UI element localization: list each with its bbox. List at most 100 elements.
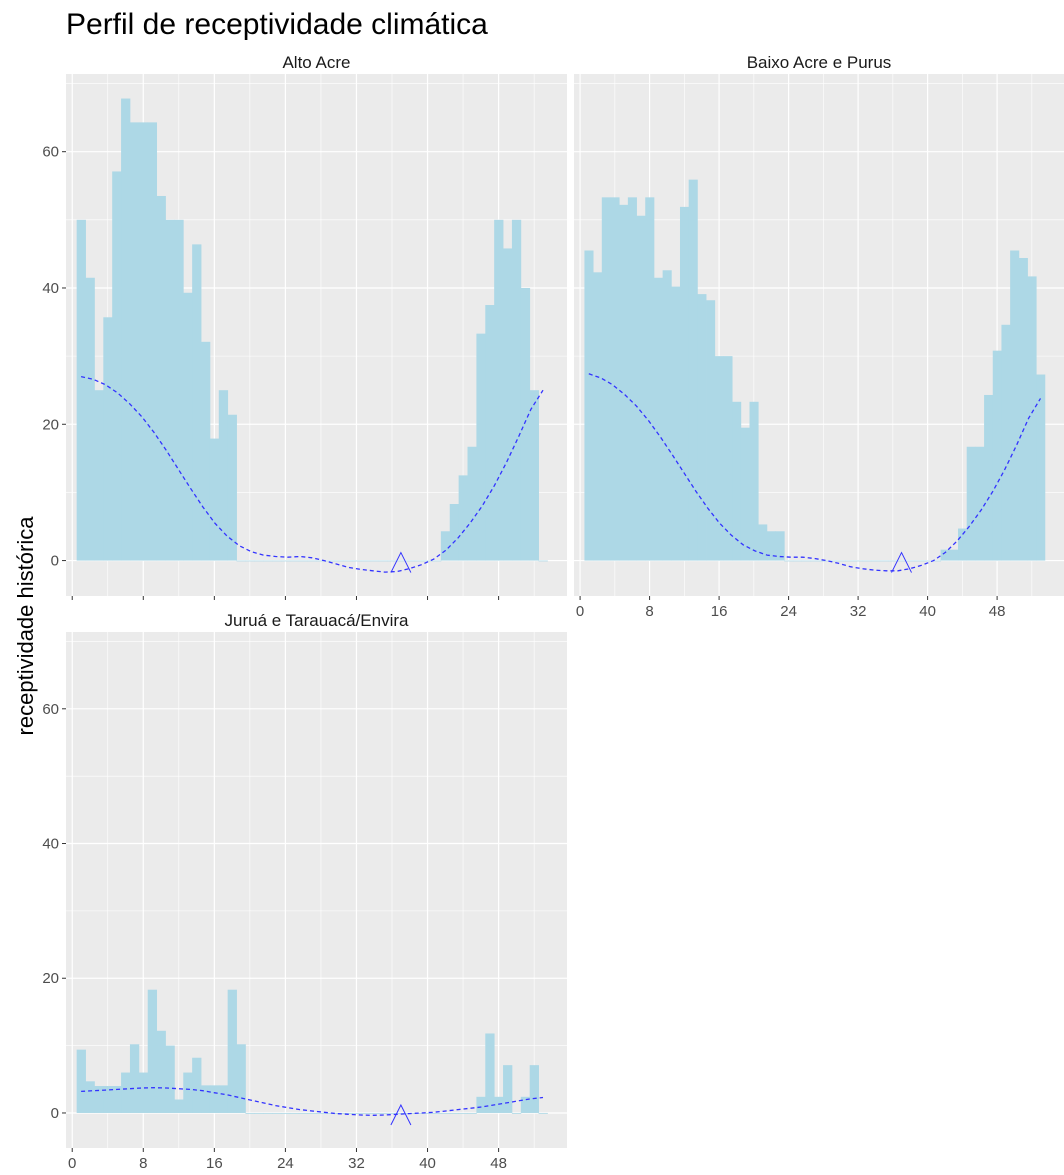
histogram-bar <box>636 215 646 561</box>
histogram-bar <box>458 1112 468 1114</box>
histogram-bar <box>584 250 594 561</box>
histogram-bar <box>792 560 803 562</box>
histogram-bar <box>706 300 716 561</box>
histogram-bar <box>129 122 140 561</box>
histogram-bar <box>343 560 353 562</box>
histogram-bar <box>940 549 950 561</box>
histogram-bar <box>192 1057 202 1113</box>
histogram-bar <box>272 1112 282 1114</box>
histogram-bar <box>538 560 548 562</box>
histogram-bar <box>749 401 759 561</box>
y-tick-label: 40 <box>42 836 59 853</box>
histogram-bar <box>272 560 282 562</box>
histogram-bar <box>511 1112 522 1114</box>
histogram-bar <box>440 1112 451 1114</box>
histogram-bar <box>688 179 698 561</box>
histogram-bar <box>316 560 326 562</box>
histogram-bar <box>619 204 629 561</box>
histogram-bar <box>845 560 855 562</box>
histogram-bar <box>369 560 380 562</box>
histogram-bar <box>485 305 495 561</box>
histogram-bar <box>147 989 158 1113</box>
histogram-bar <box>334 560 344 562</box>
histogram-bar <box>112 171 122 561</box>
histogram-bar <box>209 438 220 561</box>
histogram-bar <box>218 390 229 561</box>
histogram-bar <box>227 989 237 1113</box>
histogram-bar <box>254 560 264 562</box>
histogram-bar <box>627 197 637 561</box>
histogram-bar <box>511 219 522 561</box>
y-tick-label: 40 <box>42 280 59 297</box>
histogram-bar <box>76 219 86 561</box>
histogram-bar <box>352 1112 362 1114</box>
histogram-bar <box>218 1085 229 1113</box>
histogram-bar <box>610 197 620 561</box>
histogram-bar <box>538 1112 548 1114</box>
histogram-bar <box>369 1112 380 1114</box>
histogram-bar <box>343 1112 353 1114</box>
histogram-bar <box>325 1112 335 1114</box>
histogram-bar <box>263 1112 273 1114</box>
histogram-bar <box>236 560 246 562</box>
histogram-bar <box>714 356 724 561</box>
histogram-bar <box>103 317 113 561</box>
histogram-bar <box>85 1081 95 1113</box>
histogram-bar <box>289 1112 300 1114</box>
facet-panel: Juruá e Tarauacá/Envira 0 20 40 60 0 8 16 24 32 40… <box>42 611 567 1172</box>
histogram-bar <box>653 277 664 561</box>
histogram-bar <box>405 560 415 562</box>
histogram-bar <box>819 560 829 562</box>
histogram-bar <box>697 294 707 561</box>
histogram-bar <box>245 1112 255 1114</box>
y-tick-label: 60 <box>42 701 59 718</box>
histogram-bar <box>378 560 388 562</box>
histogram-bar <box>601 197 611 561</box>
histogram-bar <box>307 1112 317 1114</box>
facet-strip-label: Baixo Acre e Purus <box>747 53 892 72</box>
histogram-bar <box>476 333 486 561</box>
histogram-bar <box>316 1112 326 1114</box>
histogram-bar <box>325 560 335 562</box>
x-tick-label: 0 <box>576 603 584 620</box>
y-tick-label: 20 <box>42 970 59 987</box>
histogram-bar <box>958 528 968 561</box>
marker-caret <box>390 551 412 573</box>
histogram-bar <box>94 1086 104 1113</box>
histogram-bar <box>888 560 898 562</box>
histogram-bar <box>360 1112 371 1114</box>
histogram-bar <box>414 1112 424 1114</box>
histogram-bar <box>227 414 237 561</box>
histogram-bar <box>298 560 309 562</box>
histogram-bar <box>209 1085 220 1113</box>
histogram-bar <box>165 1045 175 1113</box>
histogram-bar <box>775 531 785 561</box>
histogram-bar <box>147 122 158 561</box>
histogram-bar <box>183 1072 193 1113</box>
histogram-bar <box>645 197 655 561</box>
histogram-bar <box>966 446 976 561</box>
x-tick-label: 16 <box>206 1155 223 1172</box>
histogram-bar <box>360 560 371 562</box>
histogram-bar <box>503 1065 513 1113</box>
histogram-bar <box>671 286 681 561</box>
histogram-bar <box>905 560 915 562</box>
x-tick-label: 40 <box>919 603 936 620</box>
histogram-bar <box>138 122 149 561</box>
histogram-bar <box>914 560 924 562</box>
histogram-bar <box>853 560 863 562</box>
histogram-bar <box>784 560 794 562</box>
histogram-bar <box>801 560 811 562</box>
histogram-bar <box>352 560 362 562</box>
histogram-bar <box>280 560 291 562</box>
histogram-bar <box>494 219 504 561</box>
histogram-bar <box>758 524 768 561</box>
histogram-bar <box>103 1086 113 1113</box>
histogram-bar <box>871 560 881 562</box>
histogram-bar <box>263 560 273 562</box>
histogram-bar <box>679 206 690 561</box>
histogram-bar <box>174 219 184 561</box>
histogram-bar <box>723 356 733 561</box>
y-tick-label: 0 <box>51 1105 59 1122</box>
